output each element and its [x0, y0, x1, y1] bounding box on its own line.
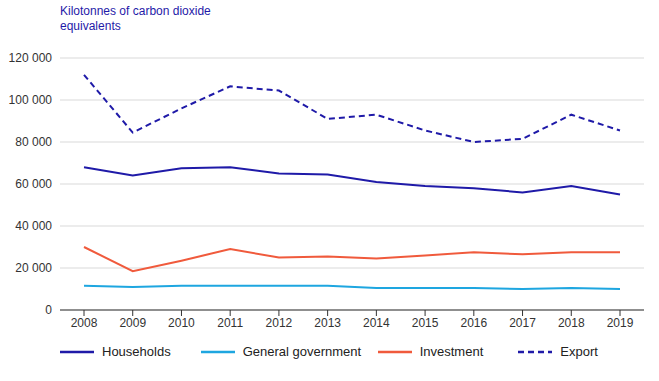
svg-text:2017: 2017 [509, 316, 536, 330]
svg-text:2012: 2012 [266, 316, 293, 330]
svg-text:2018: 2018 [558, 316, 585, 330]
svg-text:2019: 2019 [607, 316, 634, 330]
svg-text:2011: 2011 [217, 316, 243, 330]
svg-text:0: 0 [45, 303, 52, 317]
svg-text:2008: 2008 [71, 316, 98, 330]
svg-text:2013: 2013 [314, 316, 341, 330]
html-text:Investment: Investment [419, 344, 484, 359]
svg-text:80 000: 80 000 [15, 135, 52, 149]
svg-text:2009: 2009 [119, 316, 146, 330]
svg-text:2010: 2010 [168, 316, 195, 330]
html-text:Export: Export [560, 344, 598, 359]
svg-text:2015: 2015 [412, 316, 439, 330]
svg-text:2014: 2014 [363, 316, 390, 330]
svg-text:2016: 2016 [460, 316, 487, 330]
svg-text:100 000: 100 000 [9, 93, 53, 107]
html-text:General government: General government [242, 344, 362, 359]
svg-text:20 000: 20 000 [15, 261, 52, 275]
svg-text:60 000: 60 000 [15, 177, 52, 191]
svg-text:120 000: 120 000 [9, 51, 53, 65]
html-text:Kilotonnes of carbon dioxide e: Kilotonnes of carbon dioxide equivalents [60, 4, 211, 33]
svg-text:40 000: 40 000 [15, 219, 52, 233]
html-text:Households: Households [102, 344, 171, 359]
